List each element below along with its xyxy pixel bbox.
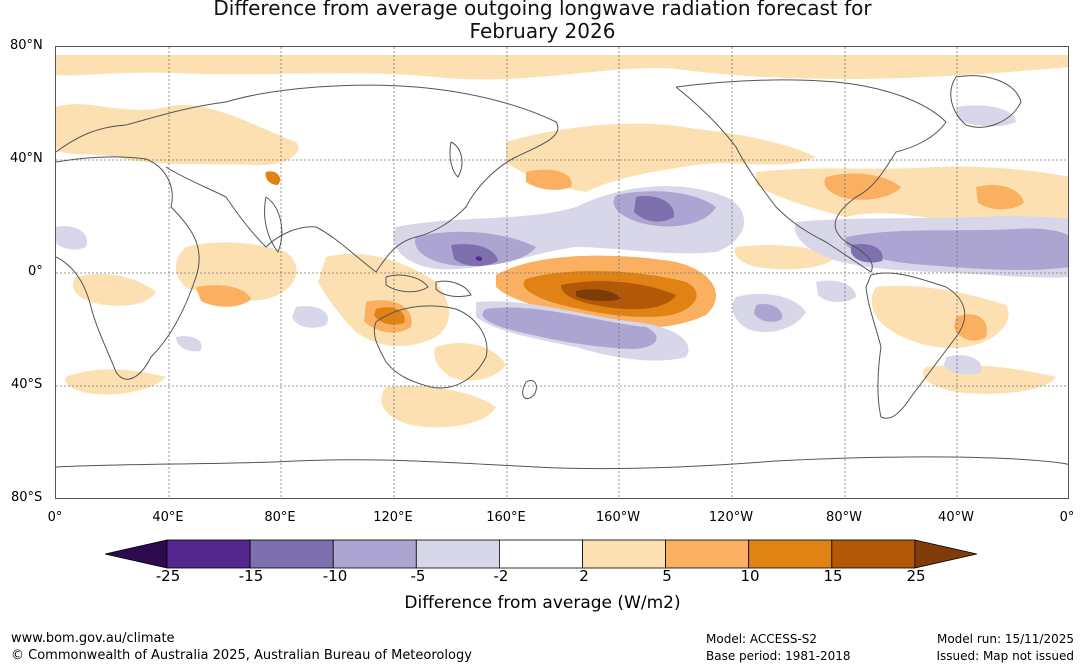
colorbar-tick-2: -15 (238, 567, 264, 585)
colorbar-segment (415, 539, 500, 569)
lon-label-0-right: 0° (1059, 510, 1075, 525)
lon-label-160w: 160°W (595, 510, 641, 525)
coastlines (56, 75, 1068, 470)
colorbar-tick-8: 10 (740, 567, 760, 585)
colorbar-label: Difference from average (W/m2) (404, 593, 681, 613)
colorbar-segment (831, 539, 916, 569)
lon-label-120w: 120°W (708, 510, 754, 525)
colorbar-segments (105, 539, 977, 569)
map-canvas (56, 47, 1068, 498)
colorbar-segment (166, 539, 251, 569)
lat-label-equator: 0° (28, 264, 43, 279)
base-period-text: Base period: 1981-2018 (706, 649, 851, 663)
model-text: Model: ACCESS-S2 (706, 632, 818, 646)
lat-label-40s: 40°S (11, 377, 43, 392)
colorbar-segment (582, 539, 666, 569)
lat-label-40n: 40°N (10, 151, 43, 166)
lon-label-80w: 80°W (826, 510, 862, 525)
lat-label-80n: 80°N (10, 38, 43, 53)
issued-text: Issued: Map not issued (936, 649, 1074, 663)
lon-label-120e: 120°E (373, 510, 413, 525)
colorbar-extend-high (914, 539, 977, 569)
lon-label-40e: 40°E (152, 510, 184, 525)
copyright-text: © Commonwealth of Australia 2025, Austra… (11, 648, 472, 663)
colorbar (105, 539, 977, 569)
colorbar-tick-3: -10 (322, 567, 348, 585)
colorbar-tick-10: 25 (906, 567, 926, 585)
model-run-text: Model run: 15/11/2025 (936, 632, 1074, 646)
negative-anomaly-strong (451, 196, 883, 267)
website-text: www.bom.gov.au/climate (11, 631, 175, 646)
colorbar-segment (748, 539, 833, 569)
map-title: Difference from average outgoing longwav… (0, 0, 1085, 43)
title-line-1: Difference from average outgoing longwav… (213, 0, 872, 20)
lon-label-80e: 80°E (264, 510, 296, 525)
colorbar-tick-5: -2 (493, 567, 509, 585)
negative-anomaly-very-strong (475, 256, 483, 261)
graticule (56, 47, 1068, 498)
colorbar-tick-4: -5 (410, 567, 426, 585)
lon-label-160e: 160°E (486, 510, 526, 525)
colorbar-segment (498, 539, 583, 569)
colorbar-tick-7: 5 (662, 567, 672, 585)
colorbar-extend-low (105, 539, 168, 569)
colorbar-segment (332, 539, 417, 569)
colorbar-segment (249, 539, 334, 569)
colorbar-segment (665, 539, 750, 569)
anomaly-map (55, 46, 1069, 499)
colorbar-tick-9: 15 (823, 567, 843, 585)
lat-label-80s: 80°S (11, 490, 43, 505)
colorbar-tick-1: -25 (155, 567, 181, 585)
positive-anomaly-extreme (576, 289, 621, 302)
lon-label-0-left: 0° (47, 510, 63, 525)
title-line-2: February 2026 (469, 19, 616, 43)
positive-anomaly-very-strong (561, 281, 676, 310)
lon-label-40w: 40°W (938, 510, 974, 525)
colorbar-tick-6: 2 (579, 567, 589, 585)
